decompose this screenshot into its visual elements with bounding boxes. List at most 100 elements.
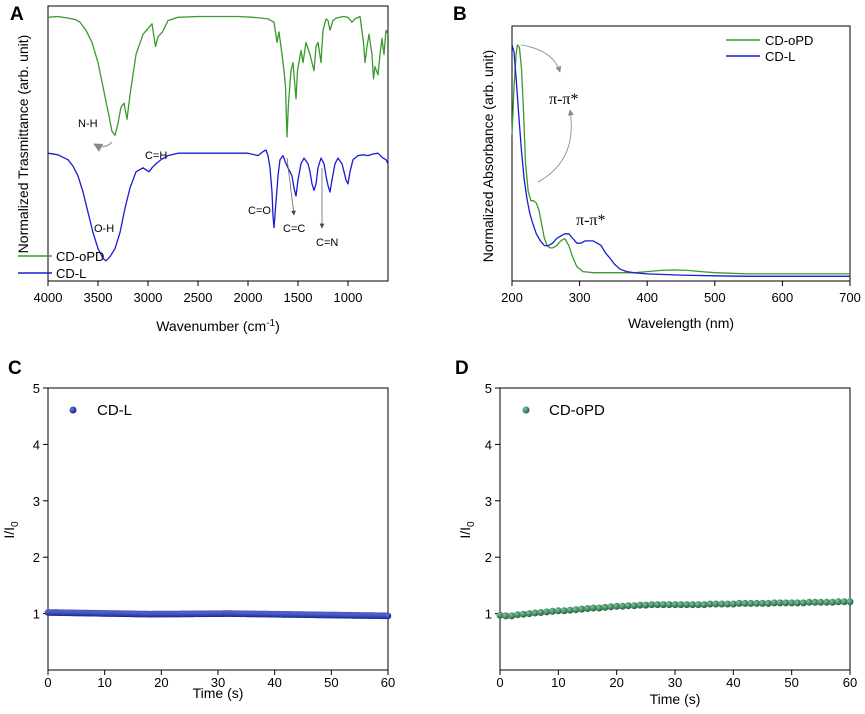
series-d-point [683, 601, 691, 609]
series-c [44, 609, 392, 620]
series-d-point [712, 600, 720, 608]
d-ytick-label-4: 5 [485, 381, 492, 396]
d-ytick-label-1: 2 [485, 550, 492, 565]
legend-c: CD-L [69, 402, 132, 419]
arrow-c-c [286, 157, 296, 216]
x-axis-title-b: Wavelength (nm) [628, 315, 734, 331]
series-d-point [718, 600, 726, 608]
d-xtick-label-0: 0 [496, 675, 503, 690]
arrow-pipi-top [520, 44, 562, 73]
d-ytick-label-3: 4 [485, 437, 492, 452]
series-d-point [619, 602, 626, 610]
annot-c-h: C=H [145, 150, 167, 162]
y-axis-title-b: Normalized Absorbance (arb. unit) [480, 50, 496, 262]
series-c-point [384, 612, 392, 620]
series-d-point [502, 612, 510, 620]
x-ticks-a: 4000 3500 3000 2500 2000 1500 1000 [34, 281, 362, 305]
series-d-point [805, 598, 813, 606]
d-xtick-label-4: 40 [726, 675, 740, 690]
x-axis-title-d: Time (s) [650, 691, 701, 707]
c-ytick-label-0: 1 [33, 607, 40, 622]
x-ticks-b: 200 300 400 500 600 700 [501, 281, 861, 305]
series-d [496, 598, 854, 620]
annotations-b: π-π* π-π* [520, 44, 605, 229]
series-d-point [753, 599, 761, 607]
series-d-point [782, 599, 790, 607]
c-xtick-label-6: 60 [381, 675, 395, 690]
series-d-point [770, 599, 778, 607]
series-d-point [584, 605, 591, 612]
series-a-line-0 [47, 15, 389, 138]
d-xtick-label-3: 30 [668, 675, 682, 690]
series-d-point [677, 601, 685, 609]
x-axis-title-c: Time (s) [193, 685, 244, 701]
c-ytick-label-4: 5 [33, 381, 40, 396]
annotations-a: N-H C=H O-H C=O C=C C=N [78, 118, 338, 249]
a-xtick-label-3: 2500 [184, 290, 213, 305]
c-ytick-label-2: 3 [33, 494, 40, 509]
series-b [511, 44, 850, 277]
series-d-point [531, 609, 539, 617]
c-xtick-label-4: 40 [267, 675, 281, 690]
annot-c-n: C=N [316, 237, 338, 249]
d-xtick-label-1: 10 [551, 675, 565, 690]
series-d-point [776, 599, 784, 607]
panel-d: D 0 10 20 30 40 50 60 1 2 3 4 5 CD-oPD Time (s) I/I… [455, 358, 857, 707]
series-d-point [648, 601, 656, 609]
series-d-point [519, 610, 527, 618]
series-d-point [829, 598, 836, 606]
panel-a: A 4000 3500 3000 2500 2000 1500 1000 N-H C=H O… [10, 4, 389, 334]
series-d-point [846, 598, 854, 606]
d-xtick-label-5: 50 [784, 675, 798, 690]
c-xtick-label-0: 0 [44, 675, 51, 690]
legend-b: CD-oPD CD-L [726, 33, 813, 64]
series-d-point [659, 601, 667, 609]
c-ytick-label-3: 4 [33, 437, 40, 452]
series-d-point [508, 612, 516, 620]
series-d-point [735, 599, 743, 607]
series-d-point [834, 598, 842, 606]
a-xtick-label-4: 2000 [234, 290, 263, 305]
legend-c-marker [69, 406, 77, 414]
a-xtick-label-2: 3000 [134, 290, 163, 305]
panel-letter-b: B [453, 4, 467, 25]
series-d-point [595, 604, 603, 612]
series-d-point [636, 601, 644, 609]
series-d-point [554, 607, 562, 615]
series-d-point [654, 601, 661, 609]
series-b-line-1 [511, 44, 850, 277]
c-xtick-label-2: 20 [154, 675, 168, 690]
series-d-point [572, 606, 580, 614]
panel-letter-d: D [455, 358, 469, 379]
b-xtick-label-2: 400 [636, 290, 658, 305]
b-xtick-label-4: 600 [772, 290, 794, 305]
series-d-point [817, 598, 825, 606]
series-d-point [624, 602, 632, 610]
arrow-pipi-bottom [537, 109, 574, 183]
c-xtick-label-1: 10 [97, 675, 111, 690]
panel-b: B 200 300 400 500 600 700 π-π* π-π* CD-oPD CD… [453, 4, 861, 331]
series-d-point [601, 603, 609, 611]
series-d-point [794, 599, 801, 607]
legend-c-label: CD-L [97, 402, 132, 419]
series-d-point [537, 609, 545, 616]
legend-b-label-oPD: CD-oPD [765, 33, 813, 48]
plot-frame-d [499, 387, 851, 671]
y-axis-title-a: Normalized Trasmittance (arb. unit) [15, 35, 31, 254]
legend-a-label-L: CD-L [56, 266, 86, 281]
series-d-point [747, 599, 755, 607]
d-ytick-label-0: 1 [485, 607, 492, 622]
c-xtick-label-5: 50 [324, 675, 338, 690]
series-d-point [788, 599, 796, 607]
arrow-n-h [93, 141, 113, 152]
annot-n-h: N-H [78, 118, 98, 130]
annot-pi-pi-2: π-π* [576, 212, 605, 229]
d-xtick-label-6: 60 [843, 675, 857, 690]
series-d-point [560, 607, 568, 615]
annot-pi-pi-1: π-π* [549, 91, 578, 108]
annot-o-h: O-H [94, 223, 114, 235]
annot-c-o: C=O [248, 205, 271, 217]
series-d-point [671, 601, 679, 609]
series-d-point [543, 608, 551, 616]
